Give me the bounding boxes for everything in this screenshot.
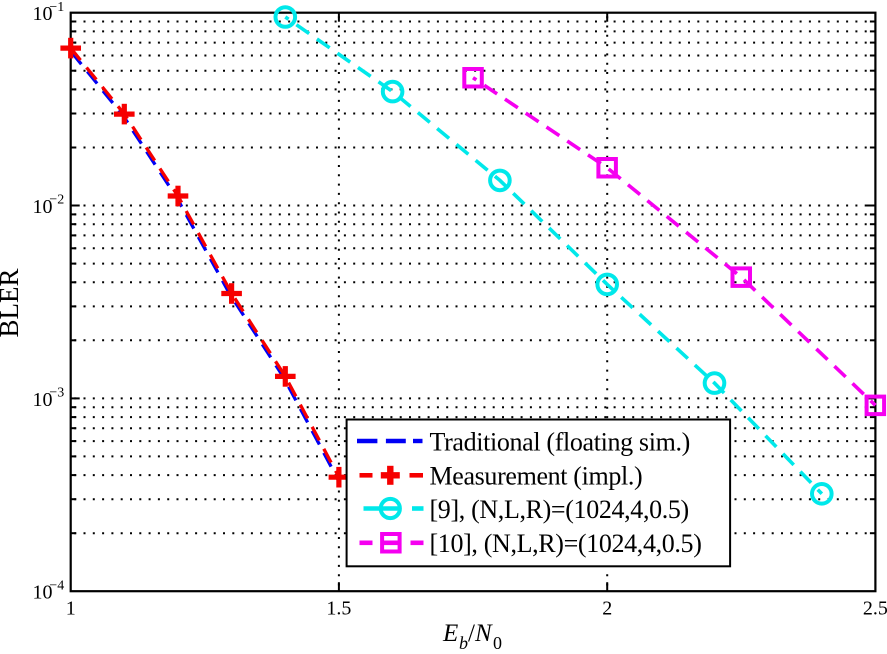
svg-text:[9], (N,L,R)=(1024,4,0.5): [9], (N,L,R)=(1024,4,0.5): [430, 495, 689, 524]
svg-text:0: 0: [493, 633, 502, 653]
svg-text:−2: −2: [49, 193, 64, 208]
svg-text:Traditional (floating sim.): Traditional (floating sim.): [430, 427, 690, 456]
svg-text:1.5: 1.5: [326, 598, 351, 620]
svg-text:[10], (N,L,R)=(1024,4,0.5): [10], (N,L,R)=(1024,4,0.5): [430, 529, 702, 558]
svg-text:Measurement (impl.): Measurement (impl.): [430, 462, 643, 491]
svg-text:10: 10: [33, 196, 53, 218]
svg-text:10: 10: [33, 389, 53, 411]
svg-text:BLER: BLER: [0, 268, 24, 337]
svg-text:2: 2: [602, 598, 612, 620]
svg-text:−3: −3: [49, 386, 64, 401]
svg-text:1: 1: [66, 598, 76, 620]
svg-text:b: b: [459, 633, 468, 653]
svg-text:10: 10: [33, 3, 53, 25]
svg-text:/: /: [468, 620, 475, 647]
svg-text:2.5: 2.5: [863, 598, 887, 620]
svg-text:−4: −4: [49, 578, 64, 593]
svg-text:E: E: [442, 620, 458, 647]
svg-text:N: N: [474, 620, 493, 647]
svg-text:−1: −1: [49, 0, 64, 15]
svg-text:10: 10: [33, 582, 53, 604]
